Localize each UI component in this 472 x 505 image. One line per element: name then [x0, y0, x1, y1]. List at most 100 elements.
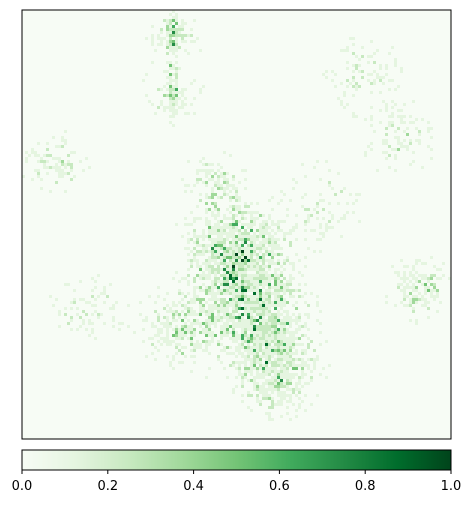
heatmap-cell: [55, 334, 58, 337]
heatmap-cell: [109, 280, 112, 283]
heatmap-cell: [43, 394, 46, 397]
heatmap-cell: [274, 226, 277, 229]
heatmap-cell: [58, 187, 61, 190]
heatmap-cell: [229, 283, 232, 286]
heatmap-cell: [193, 283, 196, 286]
heatmap-cell: [172, 85, 175, 88]
heatmap-cell: [229, 223, 232, 226]
heatmap-cell: [244, 190, 247, 193]
heatmap-cell: [223, 133, 226, 136]
heatmap-cell: [244, 274, 247, 277]
heatmap-cell: [226, 178, 229, 181]
heatmap-cell: [172, 262, 175, 265]
heatmap-cell: [85, 199, 88, 202]
heatmap-cell: [211, 340, 214, 343]
heatmap-cell: [76, 166, 79, 169]
heatmap-cell: [202, 316, 205, 319]
heatmap-cell: [187, 43, 190, 46]
heatmap-cell: [247, 307, 250, 310]
heatmap-cell: [166, 373, 169, 376]
heatmap-cell: [70, 277, 73, 280]
heatmap-cell: [208, 163, 211, 166]
heatmap-cell: [85, 313, 88, 316]
heatmap-cell: [247, 172, 250, 175]
heatmap-cell: [82, 52, 85, 55]
heatmap-cell: [37, 262, 40, 265]
heatmap-cell: [154, 343, 157, 346]
heatmap-cell: [199, 331, 202, 334]
heatmap-cell: [244, 346, 247, 349]
heatmap-cell: [253, 346, 256, 349]
heatmap-cell: [124, 184, 127, 187]
heatmap-cell: [175, 100, 178, 103]
heatmap-cell: [265, 400, 268, 403]
heatmap-cell: [205, 316, 208, 319]
heatmap-cell: [103, 295, 106, 298]
heatmap-cell: [193, 169, 196, 172]
heatmap-cell: [202, 286, 205, 289]
heatmap-cell: [184, 121, 187, 124]
heatmap-cell: [229, 277, 232, 280]
heatmap-cell: [202, 169, 205, 172]
heatmap-cell: [250, 217, 253, 220]
heatmap-cell: [220, 253, 223, 256]
heatmap-cell: [94, 286, 97, 289]
heatmap-cell: [184, 184, 187, 187]
heatmap-cell: [94, 283, 97, 286]
heatmap-cell: [193, 79, 196, 82]
heatmap-cell: [271, 211, 274, 214]
heatmap-cell: [262, 265, 265, 268]
heatmap-cell: [241, 391, 244, 394]
heatmap-cell: [229, 373, 232, 376]
heatmap-cell: [37, 178, 40, 181]
heatmap-cell: [58, 349, 61, 352]
heatmap-cell: [181, 352, 184, 355]
heatmap-cell: [169, 220, 172, 223]
heatmap-cell: [187, 154, 190, 157]
heatmap-cell: [79, 316, 82, 319]
heatmap-cell: [229, 217, 232, 220]
heatmap-cell: [214, 190, 217, 193]
heatmap-cell: [253, 196, 256, 199]
heatmap-cell: [46, 148, 49, 151]
heatmap-cell: [82, 334, 85, 337]
heatmap-cell: [274, 286, 277, 289]
heatmap-cell: [67, 145, 70, 148]
heatmap-cell: [250, 235, 253, 238]
heatmap-cell: [181, 292, 184, 295]
heatmap-cell: [178, 247, 181, 250]
heatmap-cell: [214, 181, 217, 184]
heatmap-cell: [220, 217, 223, 220]
heatmap-cell: [256, 244, 259, 247]
heatmap-cell: [265, 220, 268, 223]
heatmap-cell: [268, 274, 271, 277]
heatmap-cell: [196, 214, 199, 217]
heatmap-cell: [235, 172, 238, 175]
heatmap-cell: [142, 94, 145, 97]
heatmap-cell: [145, 40, 148, 43]
heatmap-cell: [79, 292, 82, 295]
heatmap-cell: [244, 229, 247, 232]
heatmap-cell: [199, 379, 202, 382]
heatmap-cell: [52, 82, 55, 85]
heatmap-cell: [148, 112, 151, 115]
heatmap-cell: [37, 151, 40, 154]
heatmap-cell: [259, 328, 262, 331]
heatmap-cell: [181, 67, 184, 70]
heatmap-cell: [223, 253, 226, 256]
heatmap-cell: [58, 289, 61, 292]
heatmap-cell: [199, 301, 202, 304]
heatmap-cell: [256, 196, 259, 199]
heatmap-cell: [49, 142, 52, 145]
heatmap-cell: [217, 238, 220, 241]
heatmap-cell: [208, 304, 211, 307]
heatmap-cell: [178, 130, 181, 133]
heatmap-cell: [160, 346, 163, 349]
heatmap-cell: [121, 319, 124, 322]
heatmap-cell: [181, 277, 184, 280]
heatmap-cell: [220, 172, 223, 175]
heatmap-cell: [73, 151, 76, 154]
heatmap-cell: [25, 160, 28, 163]
heatmap-cell: [172, 340, 175, 343]
heatmap-cell: [175, 58, 178, 61]
